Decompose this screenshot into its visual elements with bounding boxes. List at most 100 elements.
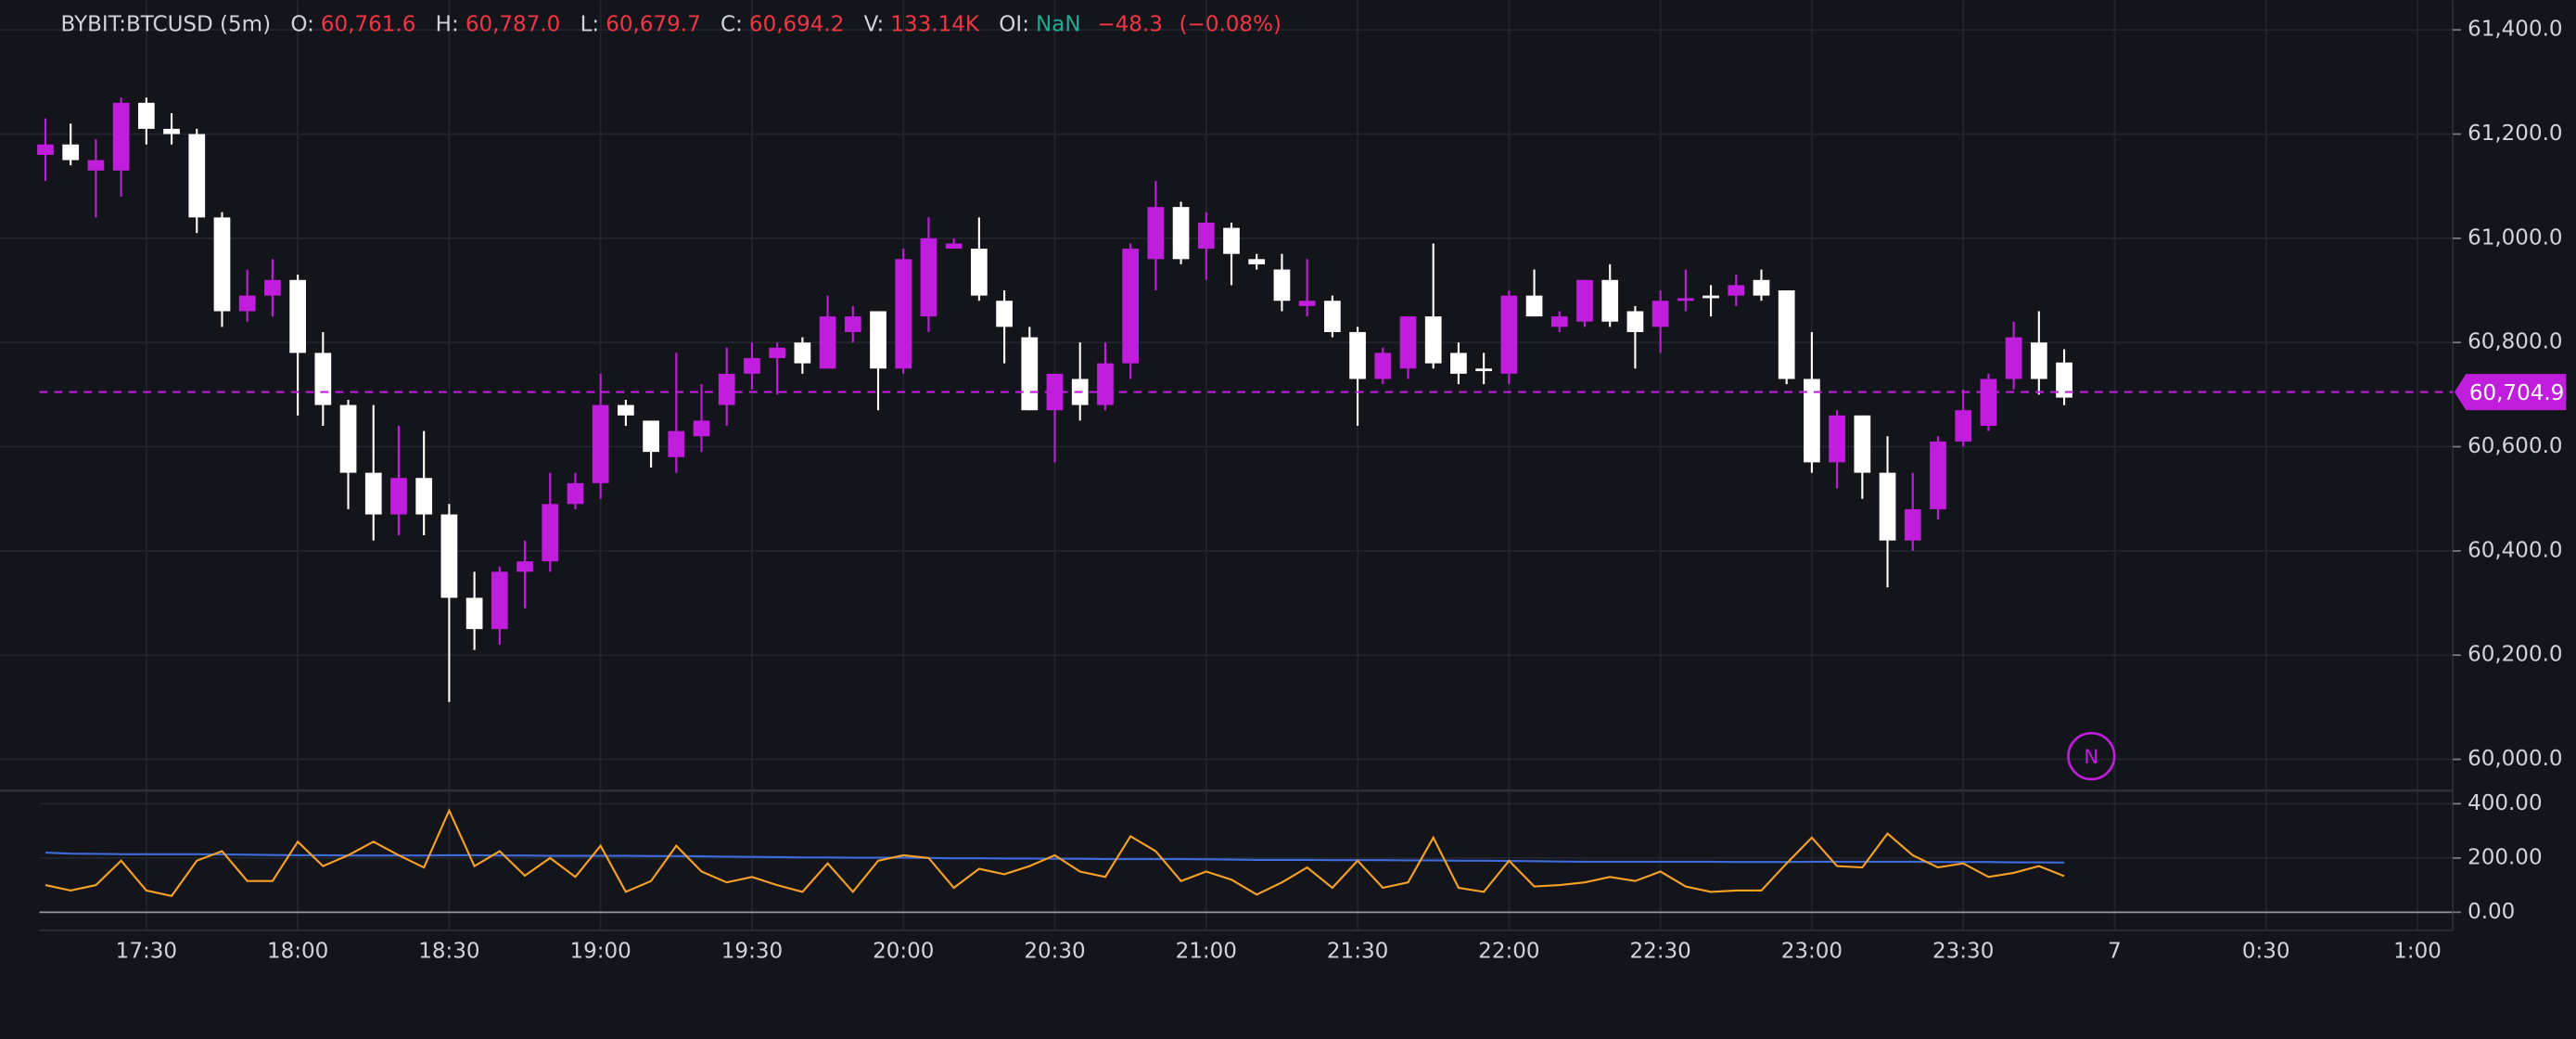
candle-body — [1122, 249, 1140, 364]
x-tick-label: 21:30 — [1327, 939, 1388, 963]
volume-tick-label: 200.00 — [2468, 845, 2543, 869]
candle-body — [1500, 295, 1518, 374]
candle-body — [2005, 337, 2022, 379]
candle-body — [744, 358, 760, 374]
legend-key: O: — [290, 12, 313, 36]
event-marker-circle[interactable] — [2067, 731, 2116, 781]
candle-body — [1753, 279, 1770, 296]
candle-body — [1097, 363, 1114, 405]
candle-body — [37, 144, 54, 155]
candle-body — [1525, 295, 1543, 317]
volume-tick-label: 0.00 — [2468, 900, 2515, 924]
candle-body — [1223, 227, 1240, 254]
candle-body — [1298, 301, 1316, 306]
volume-line — [45, 808, 2065, 897]
candle-body — [1980, 378, 1997, 427]
x-tick-label: 20:00 — [873, 939, 934, 963]
candle-body — [1349, 331, 1366, 379]
candle-body — [643, 420, 659, 453]
candle-body — [440, 514, 458, 598]
candle-body — [1172, 207, 1190, 260]
candle-body — [1677, 298, 1694, 301]
candle-body — [870, 311, 886, 369]
volume-tick-label: 400.00 — [2468, 791, 2543, 815]
candle-body — [112, 102, 130, 171]
candle-body — [415, 478, 433, 515]
candle-body — [945, 243, 963, 250]
candle-body — [289, 279, 306, 353]
legend-key: H: — [436, 12, 459, 36]
candle-body — [1046, 373, 1064, 411]
legend-key: OI: — [999, 12, 1029, 36]
legend-value: 60,679.7 — [606, 12, 701, 36]
candle-body — [1323, 301, 1341, 332]
candle-body — [516, 561, 533, 572]
candle-body — [62, 144, 80, 160]
x-tick-label: 19:00 — [570, 939, 631, 963]
candle-body — [1450, 353, 1467, 374]
last-price-tag — [2454, 374, 2567, 411]
candle-body — [1273, 269, 1291, 301]
volume-ma-line — [45, 851, 2065, 864]
candle-body — [314, 353, 332, 405]
candle-body — [844, 316, 861, 332]
y-tick-label: 60,800.0 — [2468, 330, 2563, 354]
candle-body — [920, 237, 937, 317]
grid — [0, 0, 2454, 930]
candle-body — [996, 301, 1013, 327]
candle-body — [188, 134, 206, 218]
candle-body — [668, 430, 685, 457]
plot — [37, 97, 2454, 897]
candle-body — [1424, 316, 1442, 364]
candle-body — [1626, 311, 1644, 332]
y-tick-label: 61,400.0 — [2468, 18, 2563, 42]
legend-key: V: — [864, 12, 885, 36]
y-tick-label: 60,600.0 — [2468, 434, 2563, 458]
candle-body — [213, 217, 231, 312]
legend-value: 133.14K — [890, 12, 980, 36]
candle-body — [1829, 415, 1845, 463]
candle-body — [1475, 368, 1492, 372]
candle-body — [238, 295, 256, 312]
x-tick-label: 23:30 — [1932, 939, 1994, 963]
candle-body — [819, 316, 836, 369]
x-tick-label: 19:30 — [721, 939, 783, 963]
candle-body — [163, 128, 180, 135]
y-tick-label: 60,000.0 — [2468, 747, 2563, 771]
candle-body — [895, 259, 912, 369]
candle-body — [491, 571, 508, 630]
x-tick-label: 0:30 — [2242, 939, 2290, 963]
candle-body — [1854, 415, 1871, 473]
legend-key: L: — [580, 12, 600, 36]
candle-body — [87, 160, 105, 171]
x-tick-label: 20:30 — [1024, 939, 1085, 963]
candle-body — [693, 420, 710, 437]
y-tick-label: 60,200.0 — [2468, 643, 2563, 667]
legend-key: C: — [721, 12, 743, 36]
candle-body — [390, 478, 407, 515]
legend-header: BYBIT:BTCUSD (5m) O: 60,761.6 H: 60,787.0 L: 6… — [61, 12, 1282, 36]
candle-body — [769, 347, 786, 359]
candle-body — [2056, 362, 2072, 398]
axes: 17:30 18:00 18:30 19:00 19:30 20:00 20:30 21:00… — [116, 18, 2567, 963]
candle-body — [1728, 285, 1745, 296]
candle-body — [1576, 279, 1593, 322]
x-tick-label: 18:30 — [418, 939, 479, 963]
x-tick-label: 22:00 — [1478, 939, 1539, 963]
candle-body — [542, 504, 559, 562]
candle-body — [1399, 316, 1417, 369]
y-tick-label: 61,000.0 — [2468, 225, 2563, 250]
candle-body — [1651, 301, 1669, 327]
x-tick-label: 23:00 — [1781, 939, 1843, 963]
candle-body — [971, 249, 988, 296]
x-tick-label: 17:30 — [116, 939, 177, 963]
candle-body — [618, 404, 634, 416]
candle-body — [1879, 472, 1896, 541]
legend-value: 60,694.2 — [749, 12, 844, 36]
legend-value: 60,761.6 — [321, 12, 416, 36]
candle-body — [567, 482, 584, 505]
event-marker[interactable]: N — [2084, 746, 2098, 769]
candle-body — [1778, 290, 1795, 379]
